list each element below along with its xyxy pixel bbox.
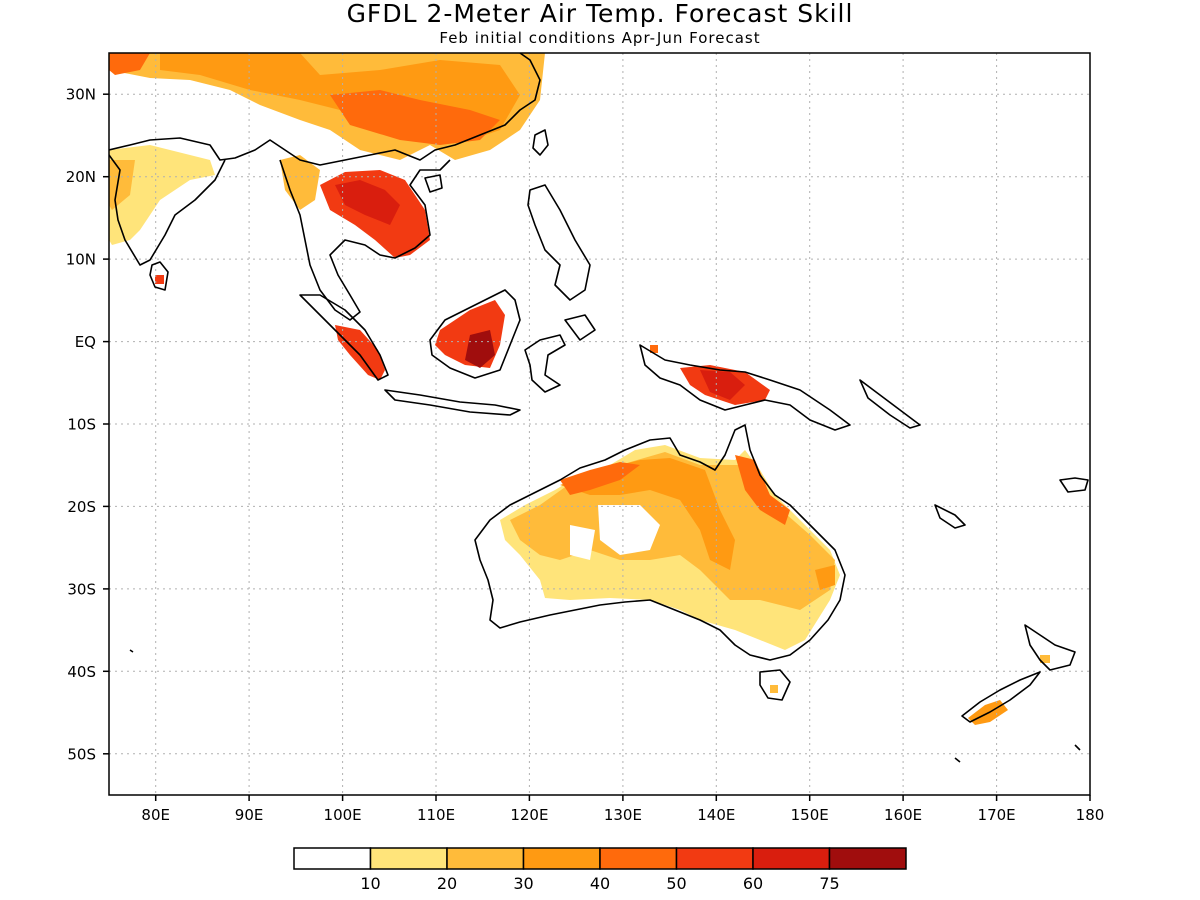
plot-frame — [108, 52, 1091, 796]
colorbar-bin — [752, 847, 831, 870]
colorbar-bin — [828, 847, 907, 870]
colorbar-label: 60 — [743, 874, 763, 893]
lat-tick-label: 30S — [67, 581, 96, 599]
lat-tick-label: 20N — [66, 168, 96, 186]
colorbar-label: 10 — [360, 874, 380, 893]
map-title: GFDL 2-Meter Air Temp. Forecast Skill — [346, 0, 854, 28]
lat-tick-label: 40S — [67, 663, 96, 681]
lat-tick-label: 20S — [67, 498, 96, 516]
colorbar-label: 40 — [590, 874, 610, 893]
lon-tick-label: 130E — [604, 806, 642, 824]
coastlines — [109, 53, 1089, 763]
lon-tick-labels: 80E 90E 100E 110E 120E 130E 140E 150E 16… — [141, 806, 1104, 824]
colorbar-label: 20 — [437, 874, 457, 893]
map-subtitle: Feb initial conditions Apr-Jun Forecast — [439, 29, 761, 47]
lon-tick-label: 80E — [141, 806, 170, 824]
colorbar: 10 20 30 40 50 60 75 — [293, 847, 907, 893]
colorbar-label: 30 — [513, 874, 533, 893]
grid-lines — [109, 53, 1090, 795]
colorbar-bin — [522, 847, 601, 870]
lon-tick-label: 90E — [235, 806, 264, 824]
colorbar-bin — [446, 847, 525, 870]
lon-tick-label: 110E — [417, 806, 455, 824]
skill-shading — [109, 53, 1050, 725]
lon-tick-label: 160E — [884, 806, 922, 824]
lon-tick-label: 180 — [1076, 806, 1105, 824]
lon-tick-label: 150E — [791, 806, 829, 824]
lon-tick-label: 120E — [510, 806, 548, 824]
lon-tick-label: 100E — [324, 806, 362, 824]
lat-tick-labels: 30N 20N 10N EQ 10S 20S 30S 40S 50S — [66, 86, 96, 764]
axis-ticks — [103, 93, 1091, 801]
lon-tick-label: 140E — [697, 806, 735, 824]
colorbar-bin — [293, 847, 372, 870]
lon-tick-label: 170E — [978, 806, 1016, 824]
colorbar-bin — [369, 847, 448, 870]
colorbar-label: 75 — [819, 874, 839, 893]
lat-tick-label: 30N — [66, 86, 96, 104]
colorbar-label: 50 — [666, 874, 686, 893]
lat-tick-label: EQ — [75, 333, 96, 351]
lat-tick-label: 10N — [66, 251, 96, 269]
lat-tick-label: 10S — [67, 416, 96, 434]
colorbar-bin — [599, 847, 678, 870]
colorbar-bin — [675, 847, 754, 870]
lat-tick-label: 50S — [67, 746, 96, 764]
